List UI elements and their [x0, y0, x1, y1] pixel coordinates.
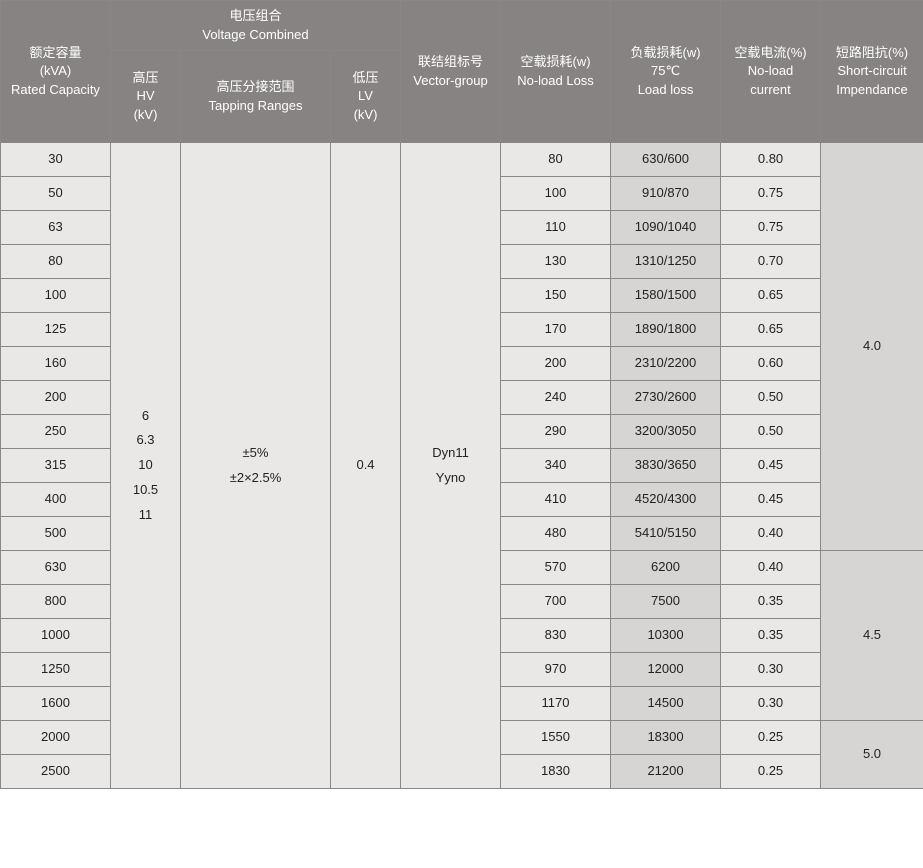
cell-load-loss: 5410/5150 [611, 517, 721, 551]
transformer-spec-table: 额定容量(kVA)Rated Capacity 电压组合Voltage Comb… [0, 0, 923, 789]
cell-no-load-loss: 700 [501, 585, 611, 619]
cell-no-load-loss: 570 [501, 551, 611, 585]
cell-load-loss: 2730/2600 [611, 381, 721, 415]
cell-load-loss: 18300 [611, 721, 721, 755]
cell-load-loss: 910/870 [611, 177, 721, 211]
cell-impedance: 4.5 [821, 551, 923, 721]
header-vector-group: 联结组标号Vector-group [401, 1, 501, 143]
cell-no-load-loss: 200 [501, 347, 611, 381]
cell-load-loss: 21200 [611, 755, 721, 789]
cell-capacity: 630 [1, 551, 111, 585]
cell-capacity: 2500 [1, 755, 111, 789]
cell-no-load-loss: 1550 [501, 721, 611, 755]
cell-load-loss: 12000 [611, 653, 721, 687]
cell-capacity: 2000 [1, 721, 111, 755]
cell-no-load-current: 0.45 [721, 449, 821, 483]
cell-no-load-current: 0.25 [721, 721, 821, 755]
cell-no-load-loss: 150 [501, 279, 611, 313]
cell-no-load-loss: 110 [501, 211, 611, 245]
cell-hv: 66.31010.511 [111, 143, 181, 789]
cell-capacity: 125 [1, 313, 111, 347]
header-no-load-loss: 空载损耗(w)No-load Loss [501, 1, 611, 143]
cell-load-loss: 3200/3050 [611, 415, 721, 449]
cell-load-loss: 1580/1500 [611, 279, 721, 313]
cell-capacity: 30 [1, 143, 111, 177]
cell-no-load-loss: 410 [501, 483, 611, 517]
cell-no-load-current: 0.45 [721, 483, 821, 517]
cell-no-load-loss: 970 [501, 653, 611, 687]
cell-load-loss: 1090/1040 [611, 211, 721, 245]
header-tapping: 高压分接范围Tapping Ranges [181, 51, 331, 143]
cell-no-load-current: 0.75 [721, 211, 821, 245]
cell-capacity: 200 [1, 381, 111, 415]
cell-no-load-current: 0.30 [721, 653, 821, 687]
header-load-loss: 负载损耗(w)75℃Load loss [611, 1, 721, 143]
header-no-load-current: 空载电流(%)No-loadcurrent [721, 1, 821, 143]
cell-capacity: 50 [1, 177, 111, 211]
cell-lv: 0.4 [331, 143, 401, 789]
cell-no-load-loss: 290 [501, 415, 611, 449]
cell-capacity: 500 [1, 517, 111, 551]
table-body: 3066.31010.511±5%±2×2.5%0.4Dyn11Yyno8063… [1, 143, 923, 789]
cell-vector_group: Dyn11Yyno [401, 143, 501, 789]
cell-impedance: 4.0 [821, 143, 923, 551]
header-voltage-combined: 电压组合Voltage Combined [111, 1, 401, 51]
table-row: 3066.31010.511±5%±2×2.5%0.4Dyn11Yyno8063… [1, 143, 923, 177]
cell-no-load-current: 0.50 [721, 415, 821, 449]
cell-no-load-loss: 830 [501, 619, 611, 653]
cell-capacity: 63 [1, 211, 111, 245]
cell-no-load-loss: 480 [501, 517, 611, 551]
table-header: 额定容量(kVA)Rated Capacity 电压组合Voltage Comb… [1, 1, 923, 143]
cell-load-loss: 7500 [611, 585, 721, 619]
cell-capacity: 400 [1, 483, 111, 517]
cell-capacity: 80 [1, 245, 111, 279]
cell-no-load-current: 0.30 [721, 687, 821, 721]
cell-no-load-current: 0.70 [721, 245, 821, 279]
cell-no-load-current: 0.65 [721, 313, 821, 347]
cell-no-load-current: 0.35 [721, 619, 821, 653]
cell-no-load-current: 0.25 [721, 755, 821, 789]
cell-no-load-current: 0.60 [721, 347, 821, 381]
header-lv: 低压LV(kV) [331, 51, 401, 143]
cell-tapping: ±5%±2×2.5% [181, 143, 331, 789]
cell-no-load-loss: 170 [501, 313, 611, 347]
cell-no-load-loss: 80 [501, 143, 611, 177]
cell-capacity: 1250 [1, 653, 111, 687]
cell-no-load-loss: 240 [501, 381, 611, 415]
cell-load-loss: 2310/2200 [611, 347, 721, 381]
cell-load-loss: 630/600 [611, 143, 721, 177]
cell-load-loss: 1310/1250 [611, 245, 721, 279]
header-impedance: 短路阻抗(%)Short-circuitImpendance [821, 1, 923, 143]
cell-capacity: 160 [1, 347, 111, 381]
cell-impedance: 5.0 [821, 721, 923, 789]
cell-capacity: 250 [1, 415, 111, 449]
cell-load-loss: 1890/1800 [611, 313, 721, 347]
cell-load-loss: 3830/3650 [611, 449, 721, 483]
cell-no-load-loss: 1830 [501, 755, 611, 789]
cell-no-load-current: 0.40 [721, 551, 821, 585]
cell-no-load-current: 0.80 [721, 143, 821, 177]
header-rated-capacity: 额定容量(kVA)Rated Capacity [1, 1, 111, 143]
cell-no-load-loss: 130 [501, 245, 611, 279]
cell-capacity: 1000 [1, 619, 111, 653]
cell-no-load-current: 0.65 [721, 279, 821, 313]
cell-capacity: 100 [1, 279, 111, 313]
cell-load-loss: 10300 [611, 619, 721, 653]
cell-no-load-loss: 1170 [501, 687, 611, 721]
cell-no-load-current: 0.35 [721, 585, 821, 619]
cell-no-load-current: 0.40 [721, 517, 821, 551]
header-hv: 高压HV(kV) [111, 51, 181, 143]
cell-no-load-current: 0.75 [721, 177, 821, 211]
cell-capacity: 800 [1, 585, 111, 619]
cell-load-loss: 6200 [611, 551, 721, 585]
cell-capacity: 1600 [1, 687, 111, 721]
cell-capacity: 315 [1, 449, 111, 483]
cell-no-load-loss: 340 [501, 449, 611, 483]
cell-no-load-current: 0.50 [721, 381, 821, 415]
cell-load-loss: 14500 [611, 687, 721, 721]
cell-no-load-loss: 100 [501, 177, 611, 211]
cell-load-loss: 4520/4300 [611, 483, 721, 517]
